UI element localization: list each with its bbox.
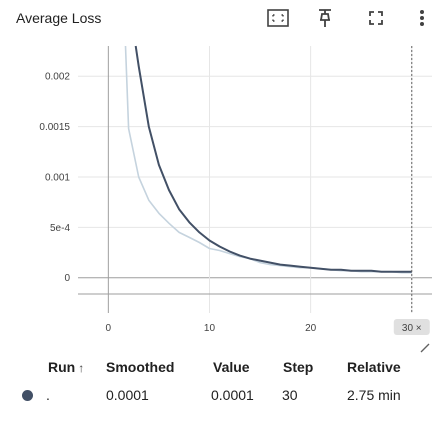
chart-title: Average Loss xyxy=(16,10,102,26)
cell-step: 30 xyxy=(282,387,298,403)
y-tick-label: 0.002 xyxy=(45,72,70,83)
y-tick-label: 5e-4 xyxy=(50,223,70,234)
x-tick-label: 0 xyxy=(106,323,112,334)
hover-step-badge xyxy=(393,319,430,335)
y-tick-label: 0.0015 xyxy=(39,122,70,133)
pin-icon[interactable] xyxy=(311,6,339,30)
more-vert-icon[interactable] xyxy=(408,6,436,30)
card-header: Average Loss xyxy=(0,0,442,36)
column-header-step[interactable]: Step xyxy=(283,359,314,375)
fullscreen-icon[interactable] xyxy=(362,6,390,30)
column-header-value[interactable]: Value xyxy=(213,359,250,375)
hover-step-label: 30 × xyxy=(402,323,422,334)
cell-relative: 2.75 min xyxy=(347,387,401,403)
y-tick-label: 0 xyxy=(64,273,70,284)
raw-line xyxy=(124,45,412,274)
x-tick-label: 20 xyxy=(305,323,317,334)
cell-run: . xyxy=(46,387,50,403)
run-color-dot xyxy=(22,390,33,401)
fit-domain-icon[interactable] xyxy=(264,6,292,30)
chart-svg[interactable]: 0 5e-4 0.001 0.0015 0.002 0 10 20 30 × xyxy=(0,36,442,348)
y-tick-label: 0.001 xyxy=(45,172,70,183)
column-header-smoothed[interactable]: Smoothed xyxy=(106,359,175,375)
sort-arrow-icon: ↑ xyxy=(78,361,85,375)
loss-chart[interactable]: 0 5e-4 0.001 0.0015 0.002 0 10 20 30 × xyxy=(0,36,442,348)
resize-handle-icon[interactable] xyxy=(418,340,432,353)
x-tick-label: 10 xyxy=(204,323,216,334)
column-header-relative[interactable]: Relative xyxy=(347,359,401,375)
smoothed-line xyxy=(134,45,412,273)
cell-value: 0.0001 xyxy=(211,387,254,403)
cell-smoothed: 0.0001 xyxy=(106,387,149,403)
column-header-run[interactable]: Run ↑ xyxy=(48,359,85,375)
